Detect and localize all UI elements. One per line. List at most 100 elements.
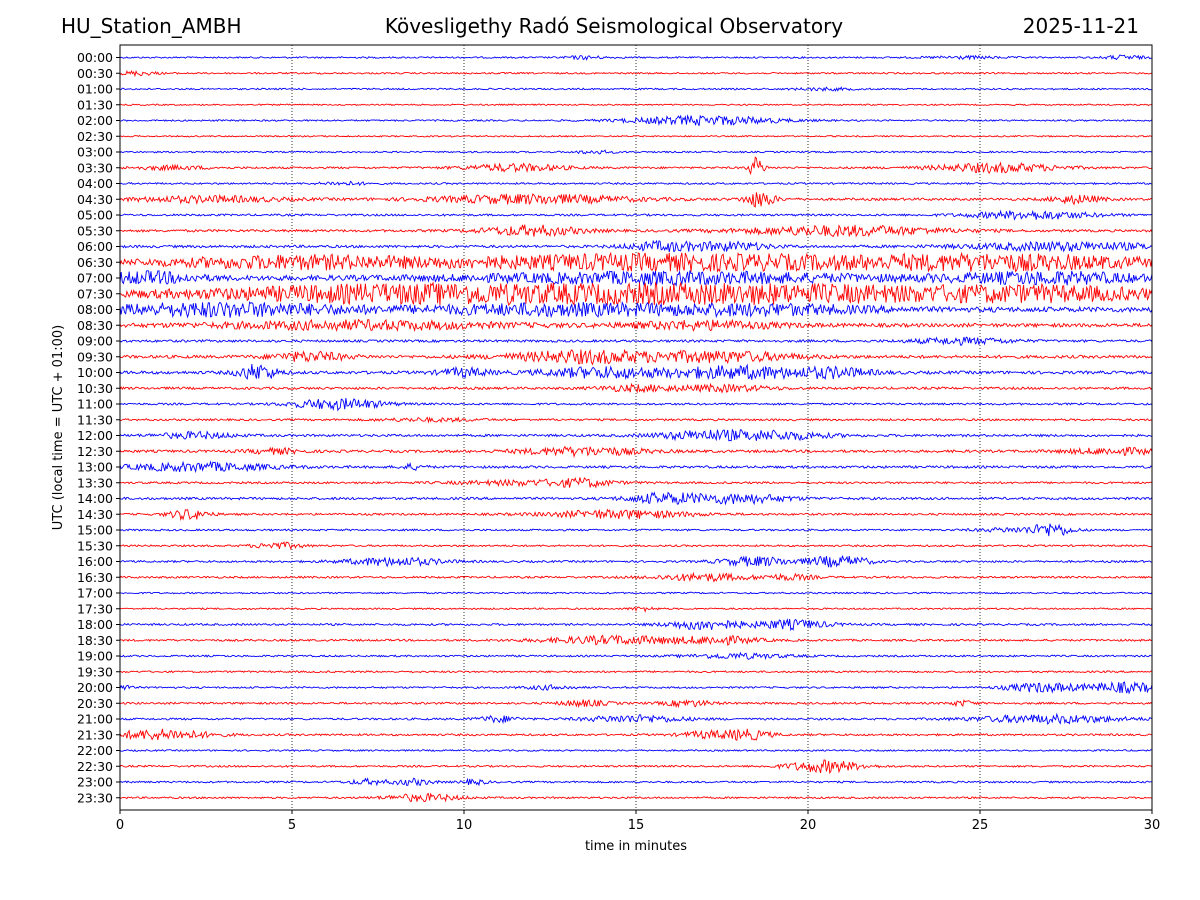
trace-1930 [119, 670, 1153, 674]
trace-1300 [119, 460, 1153, 474]
trace-1530 [119, 541, 1153, 551]
station-name: HU_Station_AMBH [61, 14, 242, 38]
x-tick-label: 30 [1144, 818, 1161, 833]
y-tick-label: 01:30 [77, 97, 113, 112]
y-tick-label: 16:30 [77, 570, 113, 585]
y-tick-label: 18:00 [77, 617, 113, 632]
trace-0200 [119, 114, 1153, 127]
trace-1330 [119, 477, 1153, 489]
y-tick-label: 06:30 [77, 255, 113, 270]
y-tick-label: 12:30 [77, 444, 113, 459]
y-tick-label: 12:00 [77, 428, 113, 443]
trace-1900 [119, 651, 1153, 661]
x-tick-label: 5 [288, 818, 296, 833]
y-tick-label: 11:30 [77, 412, 113, 427]
trace-2100 [119, 712, 1153, 725]
y-tick-label: 09:00 [77, 334, 113, 349]
traces [119, 54, 1153, 803]
trace-1500 [119, 523, 1153, 537]
y-tick-label: 20:00 [77, 680, 113, 695]
y-tick-label: 23:00 [77, 775, 113, 790]
trace-1130 [119, 416, 1153, 424]
y-tick-label: 17:00 [77, 586, 113, 601]
y-tick-label: 18:30 [77, 633, 113, 648]
y-tick-label: 19:00 [77, 649, 113, 664]
x-tick-label: 10 [456, 818, 473, 833]
y-tick-label: 16:00 [77, 554, 113, 569]
trace-1430 [119, 508, 1153, 522]
y-tick-label: 04:30 [77, 192, 113, 207]
y-tick-label: 14:00 [77, 491, 113, 506]
y-tick-label: 13:30 [77, 475, 113, 490]
trace-2130 [119, 728, 1153, 741]
y-tick-label: 10:30 [77, 381, 113, 396]
y-axis-label: UTC (local time = UTC + 01:00) [51, 325, 66, 530]
trace-0030 [119, 69, 1153, 78]
trace-1230 [119, 445, 1153, 459]
trace-2300 [119, 777, 1153, 787]
trace-1730 [119, 606, 1153, 613]
y-tick-label: 07:00 [77, 271, 113, 286]
y-tick-label: 03:30 [77, 160, 113, 175]
trace-1100 [119, 398, 1153, 412]
y-tick-label: 19:30 [77, 664, 113, 679]
y-tick-label: 14:30 [77, 507, 113, 522]
y-tick-label: 04:00 [77, 176, 113, 191]
y-tick-label: 22:30 [77, 759, 113, 774]
x-tick-label: 0 [116, 818, 124, 833]
trace-1600 [119, 555, 1153, 568]
trace-0230 [119, 134, 1153, 138]
y-tick-label: 06:00 [77, 239, 113, 254]
date-label: 2025-11-21 [1022, 14, 1139, 38]
y-tick-label: 09:30 [77, 349, 113, 364]
y-tick-label: 21:00 [77, 712, 113, 727]
y-tick-label: 03:00 [77, 145, 113, 160]
trace-1030 [119, 382, 1153, 394]
trace-0800 [119, 300, 1153, 319]
trace-2030 [119, 698, 1153, 709]
y-tick-label: 00:30 [77, 66, 113, 81]
y-tick-label: 15:30 [77, 538, 113, 553]
y-tick-label: 08:00 [77, 302, 113, 317]
trace-2200 [119, 749, 1153, 752]
trace-2000 [119, 680, 1153, 695]
y-tick-label: 05:00 [77, 208, 113, 223]
grid-lines [291, 45, 981, 810]
trace-0830 [119, 318, 1153, 333]
trace-0730 [119, 281, 1153, 306]
y-tick-label: 11:00 [77, 397, 113, 412]
trace-1630 [119, 571, 1153, 583]
trace-0100 [119, 86, 1153, 92]
y-ticks: 00:0000:3001:0001:3002:0002:3003:0003:30… [77, 50, 120, 805]
trace-0630 [119, 251, 1153, 273]
trace-0430 [119, 192, 1153, 208]
observatory-title: Kövesligethy Radó Seismological Observat… [384, 14, 844, 38]
trace-1000 [119, 363, 1153, 381]
y-tick-label: 15:00 [77, 523, 113, 538]
y-tick-label: 13:00 [77, 460, 113, 475]
x-ticks: 0 5 10 15 20 25 30 [116, 810, 1160, 833]
trace-0600 [119, 239, 1153, 253]
trace-2330 [119, 792, 1153, 803]
trace-1700 [119, 591, 1153, 595]
x-axis-label: time in minutes [585, 839, 687, 854]
trace-1200 [119, 428, 1153, 442]
trace-0530 [119, 224, 1153, 238]
x-tick-label: 20 [800, 818, 817, 833]
y-tick-label: 00:00 [77, 50, 113, 65]
trace-0500 [119, 209, 1153, 221]
y-tick-label: 20:30 [77, 696, 113, 711]
y-tick-label: 01:00 [77, 82, 113, 97]
y-tick-label: 17:30 [77, 601, 113, 616]
trace-0700 [119, 270, 1153, 287]
x-tick-label: 15 [628, 818, 645, 833]
y-tick-label: 02:30 [77, 129, 113, 144]
trace-1400 [119, 491, 1153, 506]
y-tick-label: 10:00 [77, 365, 113, 380]
trace-0900 [119, 336, 1153, 346]
trace-0000 [119, 54, 1153, 61]
y-tick-label: 21:30 [77, 727, 113, 742]
y-tick-label: 02:00 [77, 113, 113, 128]
trace-0330 [119, 156, 1153, 176]
